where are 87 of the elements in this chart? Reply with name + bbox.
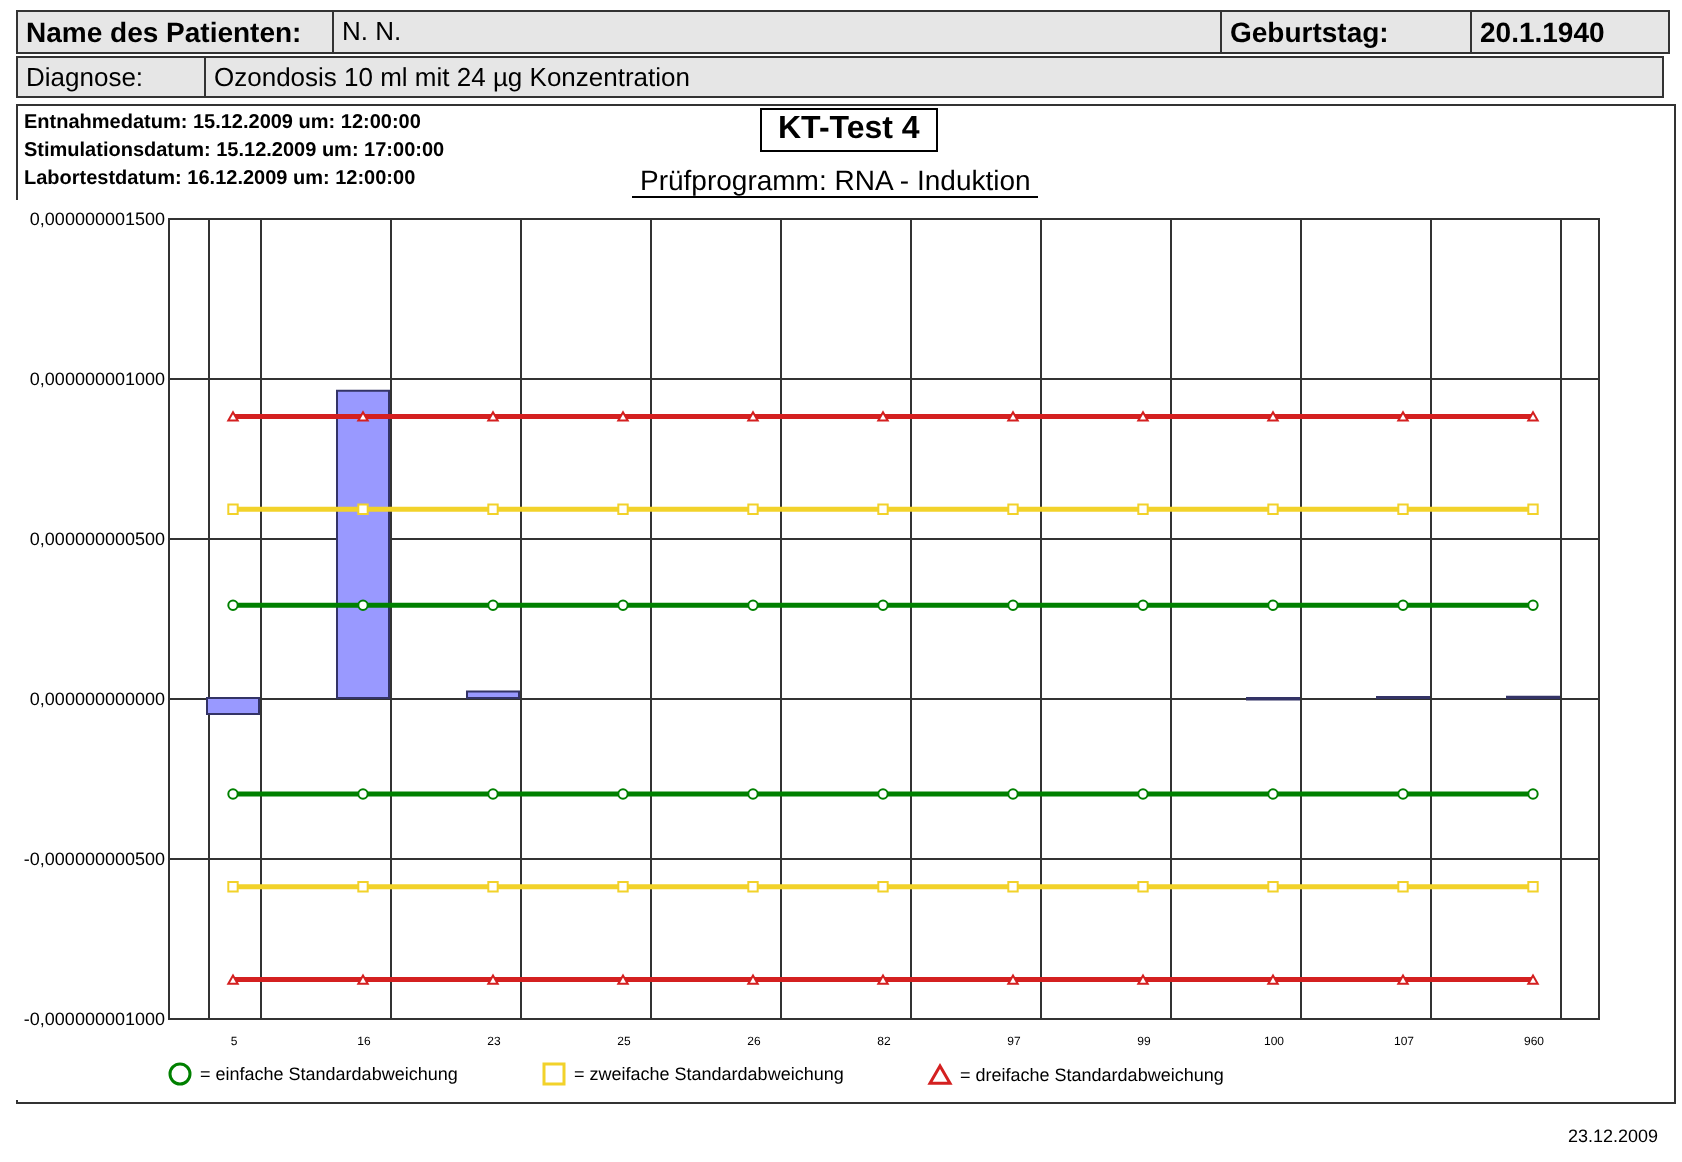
chart-title: KT-Test 4	[760, 108, 938, 152]
point	[357, 788, 369, 800]
point	[1007, 788, 1019, 800]
point	[1527, 881, 1539, 893]
point	[1397, 974, 1409, 985]
text: Diagnose:	[26, 62, 144, 92]
point	[1267, 974, 1279, 985]
point	[1397, 411, 1409, 422]
text: Ozondosis 10 ml mit 24 µg Konzentration	[204, 56, 1664, 98]
text: 20.1.1940	[1470, 10, 1670, 54]
point	[1007, 881, 1019, 893]
text: N. N.	[332, 10, 1224, 54]
text: Name des Patienten:	[26, 16, 302, 48]
point	[1137, 974, 1149, 985]
y-tick-label: 0,000000001500	[29, 209, 165, 229]
point	[1137, 411, 1149, 422]
y-tick-label: -0,000000001000	[23, 1009, 165, 1029]
point	[357, 411, 369, 422]
point	[877, 599, 889, 611]
text: Geburtstag:	[1220, 10, 1472, 54]
text: Entnahmedatum: 15.12.2009 um: 12:00:00	[24, 112, 421, 134]
point	[1007, 411, 1019, 422]
point	[487, 881, 499, 893]
point	[487, 788, 499, 800]
point	[1007, 599, 1019, 611]
point	[1527, 974, 1539, 985]
y-tick-label: -0,000000000500	[23, 849, 165, 869]
point	[1267, 503, 1279, 515]
point	[617, 503, 629, 515]
point	[1267, 599, 1279, 611]
chart-subtitle: Prüfprogramm: RNA - Induktion	[632, 164, 1039, 198]
point	[487, 503, 499, 515]
point	[1137, 599, 1149, 611]
point	[227, 974, 239, 985]
point	[1267, 788, 1279, 800]
point	[1527, 503, 1539, 515]
point	[1527, 411, 1539, 422]
point	[487, 411, 499, 422]
legend-label: = zweifache Standardabweichung	[574, 1064, 844, 1084]
legend-label: = einfache Standardabweichung	[200, 1064, 458, 1084]
point	[487, 974, 499, 985]
point	[617, 974, 629, 985]
point	[1007, 503, 1019, 515]
point	[227, 503, 239, 515]
point	[1397, 788, 1409, 800]
point	[877, 411, 889, 422]
point	[1137, 881, 1149, 893]
point	[357, 881, 369, 893]
text: Stimulationsdatum: 15.12.2009 um: 17:00:00	[24, 140, 445, 162]
y-tick-label: 0,000000000000	[29, 689, 165, 709]
point	[1137, 503, 1149, 515]
y-tick-label: 0,000000001000	[29, 369, 165, 389]
point	[617, 788, 629, 800]
point	[1267, 881, 1279, 893]
point	[877, 881, 889, 893]
point	[617, 411, 629, 422]
point	[1527, 788, 1539, 800]
point	[1007, 974, 1019, 985]
point	[747, 788, 759, 800]
point	[617, 599, 629, 611]
point	[1397, 503, 1409, 515]
point	[1397, 881, 1409, 893]
point	[877, 503, 889, 515]
point	[1267, 411, 1279, 422]
point	[357, 503, 369, 515]
point	[227, 599, 239, 611]
point	[1527, 599, 1539, 611]
point	[747, 974, 759, 985]
legend-label: = dreifache Standardabweichung	[960, 1064, 1224, 1085]
point	[357, 974, 369, 985]
point	[617, 881, 629, 893]
point	[487, 599, 499, 611]
point	[877, 974, 889, 985]
point	[877, 788, 889, 800]
point	[1397, 599, 1409, 611]
point	[357, 599, 369, 611]
text: 23.12.2009	[1567, 1126, 1658, 1146]
point	[227, 788, 239, 800]
point	[747, 881, 759, 893]
point	[747, 503, 759, 515]
point	[1137, 788, 1149, 800]
point	[227, 411, 239, 422]
point	[747, 599, 759, 611]
point	[227, 881, 239, 893]
y-tick-label: 0,000000000500	[29, 529, 165, 549]
text: Labortestdatum: 16.12.2009 um: 12:00:00	[24, 168, 416, 190]
point	[747, 411, 759, 422]
